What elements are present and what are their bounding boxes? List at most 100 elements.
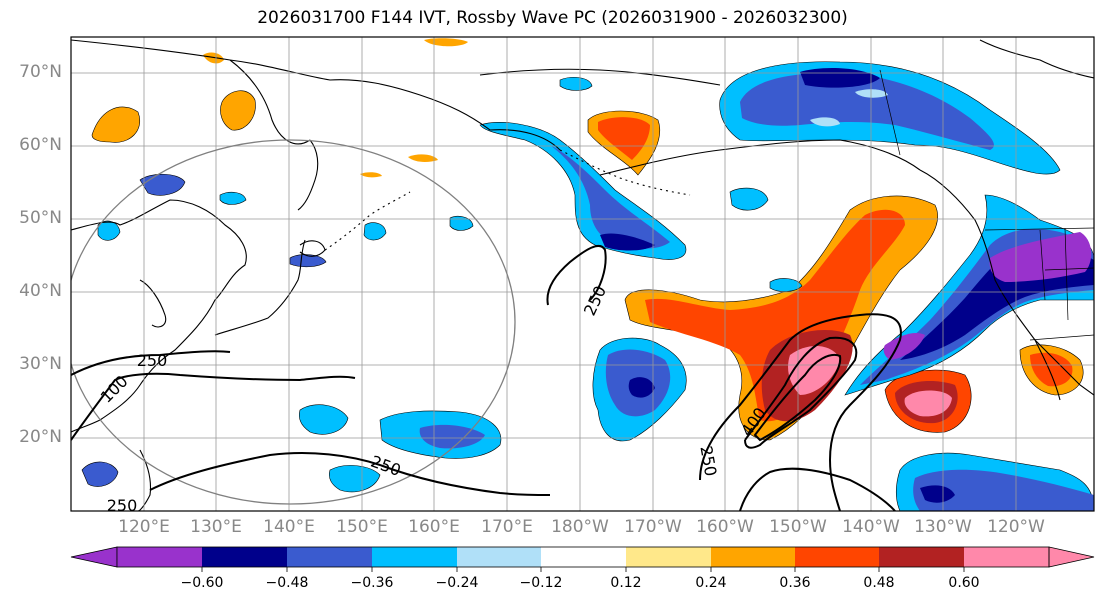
coastline-alaska-south xyxy=(599,139,921,176)
colorbar-seg-0 xyxy=(117,547,202,567)
coastline-philippines xyxy=(137,449,152,511)
colorbar-tick-label: −0.48 xyxy=(265,575,309,591)
field-west-pacific-blob7 xyxy=(363,222,387,241)
colorbar-tick-label: −0.12 xyxy=(519,575,563,591)
lon-label-160e: 160°E xyxy=(408,517,460,537)
field-alaska-gulf-mid xyxy=(740,72,994,150)
border-alaska-canada xyxy=(879,69,901,156)
field-alaska-gulf-hole1 xyxy=(855,89,888,98)
map-title: 2026031700 F144 IVT, Rossby Wave PC (202… xyxy=(257,8,848,28)
ivt-contour-west-pacific-inner xyxy=(71,372,356,441)
lon-label-120e: 120°E xyxy=(118,517,170,537)
border-us-states xyxy=(1039,227,1094,321)
ivt-contour-southern xyxy=(739,467,896,511)
lat-label-60n: 60°N xyxy=(19,135,62,155)
contour-label-west-north: 250 xyxy=(137,351,168,370)
coastline-japan xyxy=(214,239,306,336)
map-border xyxy=(70,36,1095,512)
colorbar xyxy=(70,546,1095,572)
field-west-pacific-mid xyxy=(419,424,485,449)
colorbar-seg-5 xyxy=(541,547,626,567)
ivt-contour-west-pacific-south xyxy=(149,452,551,496)
colorbar-extend-low xyxy=(70,546,118,568)
field-alaska-gulf-hole2 xyxy=(810,117,840,127)
border-us-mexico xyxy=(1029,334,1094,341)
ivt-contour-bering xyxy=(546,244,607,306)
positive-anomaly-fields xyxy=(91,38,1084,441)
ivt-contour-central-pacific-innermost xyxy=(753,354,842,442)
ivt-contour-west-pacific-north xyxy=(71,350,231,376)
map-area: 250 250 250 250 100 400 250 xyxy=(71,37,1094,515)
field-west-positive-1 xyxy=(91,106,140,143)
colorbar-seg-8 xyxy=(795,547,879,567)
field-central-pacific-strong xyxy=(645,209,905,422)
field-west-pacific-blob2 xyxy=(299,404,349,435)
lon-label-170w: 170°W xyxy=(624,517,682,537)
field-west-pacific-blob5 xyxy=(139,173,186,196)
lon-label-150w: 150°W xyxy=(769,517,827,537)
contour-label-southwest: 250 xyxy=(107,496,138,515)
coastline-okhotsk xyxy=(229,59,311,145)
coastline-baja xyxy=(1034,339,1061,401)
border-us-canada xyxy=(984,227,1094,231)
field-west-pacific-blob12 xyxy=(559,77,593,91)
colorbar-tick-label: 0.12 xyxy=(610,575,642,591)
lat-label-30n: 30°N xyxy=(19,354,62,374)
colorbar-seg-6 xyxy=(626,547,711,567)
field-west-positive-2 xyxy=(220,90,256,131)
colorbar-extend-high xyxy=(1048,546,1095,568)
colorbar-tick-label: 0.24 xyxy=(695,575,727,591)
field-west-pacific-blob3 xyxy=(329,465,381,493)
lat-label-40n: 40°N xyxy=(19,281,62,301)
field-west-positive-5 xyxy=(360,172,382,178)
coastline-canada-arctic xyxy=(979,39,1094,79)
colorbar-outline xyxy=(116,546,1050,568)
lat-label-70n: 70°N xyxy=(19,62,62,82)
field-west-pacific-blob13 xyxy=(219,191,247,205)
lon-label-120w: 120°W xyxy=(987,517,1045,537)
coastline-aleutians xyxy=(559,149,691,196)
lon-label-140w: 140°W xyxy=(842,517,900,537)
coastline-kurils xyxy=(324,191,411,251)
field-mexico-strong xyxy=(1030,352,1073,387)
lon-label-150e: 150°E xyxy=(336,517,388,537)
coastline-alaska-north xyxy=(479,68,721,86)
lon-label-180w: 180°W xyxy=(551,517,609,537)
colorbar-seg-7 xyxy=(711,547,795,567)
coastline-korea xyxy=(139,279,167,328)
lon-label-140e: 140°E xyxy=(263,517,315,537)
field-east-pacific-peak xyxy=(904,390,952,417)
colorbar-tick-label: −0.36 xyxy=(350,575,394,591)
field-west-pacific-blob11 xyxy=(769,278,803,292)
colorbar-seg-2 xyxy=(287,547,372,567)
colorbar-tick-label: 0.36 xyxy=(779,575,811,591)
colorbar-tick-label: −0.60 xyxy=(180,575,224,591)
field-west-positive-4 xyxy=(408,154,438,162)
field-west-pacific-blob4 xyxy=(81,461,119,487)
colorbar-tick-label: −0.24 xyxy=(435,575,479,591)
lon-label-130e: 130°E xyxy=(190,517,242,537)
colorbar-tick-label: 0.48 xyxy=(863,575,895,591)
ivt-contours xyxy=(71,244,902,511)
field-west-pacific-blob10 xyxy=(729,187,769,211)
lat-label-20n: 20°N xyxy=(19,427,62,447)
lon-label-160w: 160°W xyxy=(696,517,754,537)
lat-label-50n: 50°N xyxy=(19,208,62,228)
gridlines xyxy=(71,37,1094,511)
field-bering-band-core xyxy=(600,233,655,251)
field-subtropic-south-core xyxy=(920,485,955,503)
colorbar-seg-3 xyxy=(372,547,457,567)
field-west-pacific-blob6 xyxy=(97,220,121,241)
field-subtropic-west-core xyxy=(628,377,655,398)
field-west-positive-3 xyxy=(424,38,468,47)
colorbar-seg-10 xyxy=(964,547,1049,567)
colorbar-ticks xyxy=(201,567,965,572)
field-bering-strong xyxy=(598,117,650,160)
field-subtropic-south-mid xyxy=(913,469,1094,511)
colorbar-tick-label: 0.60 xyxy=(948,575,980,591)
ivt-contour-central-pacific-inner xyxy=(744,336,858,449)
colorbar-seg-1 xyxy=(202,547,287,567)
lon-label-170e: 170°E xyxy=(481,517,533,537)
coastline-north-america-west xyxy=(919,169,1094,396)
